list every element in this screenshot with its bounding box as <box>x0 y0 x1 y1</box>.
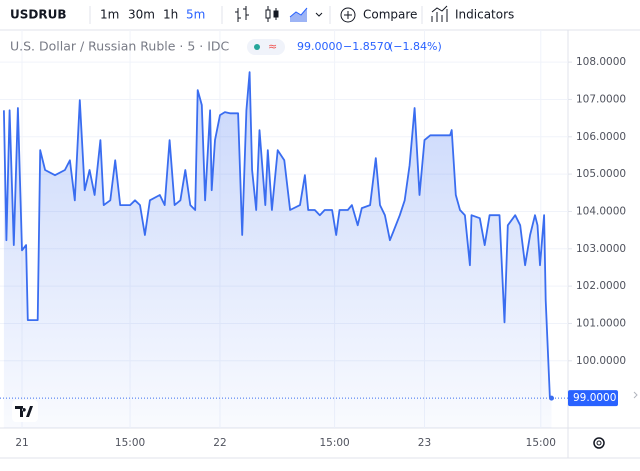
logo[interactable] <box>15 406 33 417</box>
change: −1.8570 <box>343 40 391 53</box>
chart-title: U.S. Dollar / Russian Ruble · 5 · IDC <box>10 39 230 54</box>
x-tick-label: 22 <box>213 437 226 449</box>
interval[interactable]: 1m <box>100 8 119 22</box>
plot <box>0 71 568 428</box>
dropdown-icon[interactable] <box>315 12 323 17</box>
indicators-button[interactable]: Indicators <box>431 5 514 22</box>
compare-button[interactable]: Compare <box>340 7 417 23</box>
indicators-label[interactable]: Indicators <box>455 8 514 22</box>
interval[interactable]: 30m <box>128 8 155 22</box>
last-point <box>549 395 555 401</box>
market-status-dot <box>254 44 260 50</box>
bar-style-icon[interactable] <box>235 6 249 22</box>
y-tick-label: 101.0000 <box>576 317 626 329</box>
x-tick-label: 15:00 <box>115 437 145 449</box>
settings-icon[interactable] <box>593 437 605 449</box>
y-tick-label: 104.0000 <box>576 205 626 217</box>
price-line <box>3 71 552 399</box>
x-tick-label: 21 <box>15 437 28 449</box>
y-tick-label: 105.0000 <box>576 168 626 180</box>
status-pill[interactable] <box>247 39 285 55</box>
delay-icon: ≈ <box>268 40 277 53</box>
toolbar: USDRUB 1m 30m 1h 5m Compare Indicators <box>0 5 640 31</box>
y-tick-label: 103.0000 <box>576 243 626 255</box>
y-tick-label: 107.0000 <box>576 93 626 105</box>
y-tick-label: 108.0000 <box>576 56 626 68</box>
area-style-icon[interactable] <box>289 7 308 22</box>
compare-label[interactable]: Compare <box>363 8 417 22</box>
y-tick-label: 106.0000 <box>576 131 626 143</box>
y-tick-label: 100.0000 <box>576 355 626 367</box>
area <box>3 72 552 428</box>
y-tick-label: 102.0000 <box>576 280 626 292</box>
interval[interactable]: 1h <box>163 8 178 22</box>
interval-active[interactable]: 5m <box>186 8 205 22</box>
last-price-tag-label: 99.0000 <box>573 392 616 404</box>
scroll-arrow[interactable] <box>633 391 638 399</box>
change-percent: (−1.84%) <box>389 40 442 53</box>
symbol[interactable]: USDRUB <box>10 8 66 22</box>
x-tick-label: 15:00 <box>319 437 349 449</box>
last-price-tag <box>568 390 618 407</box>
candle-style-icon[interactable] <box>265 6 279 22</box>
x-tick-label: 15:00 <box>526 437 556 449</box>
last-price: 99.0000 <box>297 40 343 53</box>
x-tick-label: 23 <box>418 437 431 449</box>
